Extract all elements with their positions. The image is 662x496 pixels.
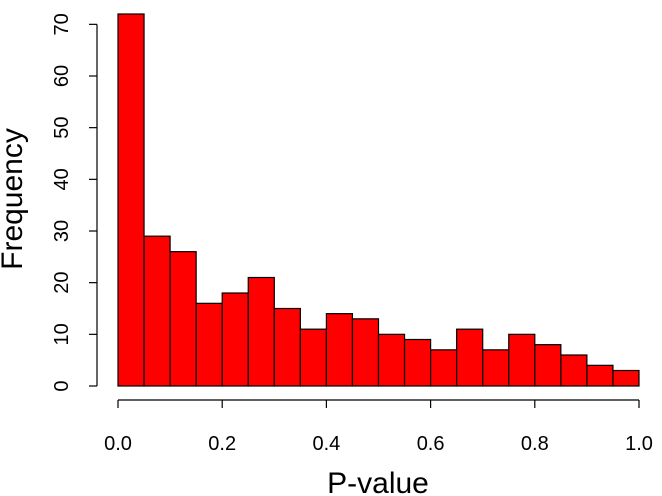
histogram-bar xyxy=(403,338,432,387)
x-axis: 0.0 0.2 0.4 0.6 0.8 1.0 xyxy=(104,399,653,455)
y-tick-label: 10 xyxy=(51,323,73,345)
y-axis: 0 10 20 30 40 50 60 70 xyxy=(51,13,98,392)
x-axis-ticks: 0.0 0.2 0.4 0.6 0.8 1.0 xyxy=(104,400,653,455)
histogram-bar xyxy=(560,354,588,387)
x-tick-label: 0.2 xyxy=(208,433,236,455)
y-tick-label: 60 xyxy=(51,65,73,87)
histogram-bar xyxy=(143,235,171,387)
x-axis-title: P-value xyxy=(327,467,429,496)
histogram-bar xyxy=(534,344,562,387)
y-tick-label: 50 xyxy=(51,117,73,139)
histogram-bar xyxy=(247,276,275,387)
y-axis-title: Frequency xyxy=(0,128,29,270)
histogram-bar xyxy=(508,333,536,387)
x-tick-label: 1.0 xyxy=(625,433,653,455)
x-tick-label: 0.8 xyxy=(521,433,549,455)
y-axis-ticks: 0 10 20 30 40 50 60 70 xyxy=(51,13,97,392)
x-tick-label: 0.0 xyxy=(104,433,132,455)
y-tick-label: 40 xyxy=(51,168,73,190)
histogram-bar xyxy=(273,307,301,387)
histogram-bar xyxy=(299,328,328,387)
histogram-bar xyxy=(456,328,484,387)
histogram-bar xyxy=(612,369,640,387)
x-tick-label: 0.6 xyxy=(417,433,445,455)
y-tick-label: 70 xyxy=(51,13,73,35)
y-tick-label: 20 xyxy=(51,272,73,294)
histogram-bar xyxy=(351,318,380,387)
histogram-bar xyxy=(117,13,145,387)
histogram-bar xyxy=(482,349,510,387)
x-tick-label: 0.4 xyxy=(312,433,340,455)
histogram-bars xyxy=(117,13,640,387)
y-tick-label: 0 xyxy=(51,380,73,391)
histogram-bar xyxy=(430,349,458,387)
histogram-bar xyxy=(586,364,614,387)
histogram-bar xyxy=(221,292,249,387)
y-tick-label: 30 xyxy=(51,220,73,242)
histogram-bar xyxy=(195,302,223,387)
histogram-bar xyxy=(377,333,406,387)
histogram-bar xyxy=(169,251,197,387)
histogram-bar xyxy=(325,313,354,387)
